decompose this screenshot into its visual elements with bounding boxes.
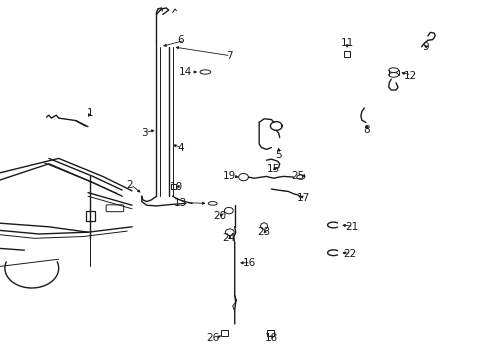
Circle shape (224, 207, 233, 214)
Text: 21: 21 (345, 222, 358, 232)
Text: 6: 6 (177, 35, 184, 45)
Text: 16: 16 (242, 258, 256, 268)
Text: 11: 11 (340, 38, 353, 48)
Text: 26: 26 (205, 333, 219, 343)
Text: 2: 2 (126, 180, 133, 190)
FancyBboxPatch shape (170, 184, 176, 189)
Text: 5: 5 (275, 150, 282, 160)
FancyBboxPatch shape (266, 330, 274, 336)
Text: 12: 12 (403, 71, 417, 81)
Ellipse shape (388, 73, 398, 77)
Text: 25: 25 (291, 171, 305, 181)
Text: 10: 10 (169, 182, 182, 192)
Circle shape (238, 174, 248, 181)
Circle shape (225, 229, 234, 235)
Text: 1: 1 (87, 108, 94, 118)
Text: 22: 22 (342, 249, 356, 259)
Text: 24: 24 (222, 233, 235, 243)
Ellipse shape (200, 70, 210, 74)
Text: 13: 13 (174, 198, 187, 208)
Text: 18: 18 (264, 333, 278, 343)
Text: 19: 19 (223, 171, 236, 181)
Ellipse shape (388, 68, 398, 72)
Text: 23: 23 (257, 227, 270, 237)
Text: 7: 7 (226, 51, 233, 61)
Text: 8: 8 (363, 125, 369, 135)
Text: 20: 20 (213, 211, 226, 221)
FancyBboxPatch shape (221, 330, 227, 336)
Text: 17: 17 (296, 193, 309, 203)
Text: 4: 4 (177, 143, 184, 153)
Text: 15: 15 (266, 164, 280, 174)
Text: 3: 3 (141, 128, 147, 138)
Ellipse shape (260, 223, 267, 229)
Ellipse shape (208, 202, 217, 205)
FancyBboxPatch shape (85, 211, 95, 221)
Ellipse shape (296, 175, 304, 179)
FancyBboxPatch shape (343, 51, 349, 57)
Text: 9: 9 (421, 42, 428, 52)
FancyBboxPatch shape (106, 205, 123, 212)
Text: 14: 14 (179, 67, 192, 77)
